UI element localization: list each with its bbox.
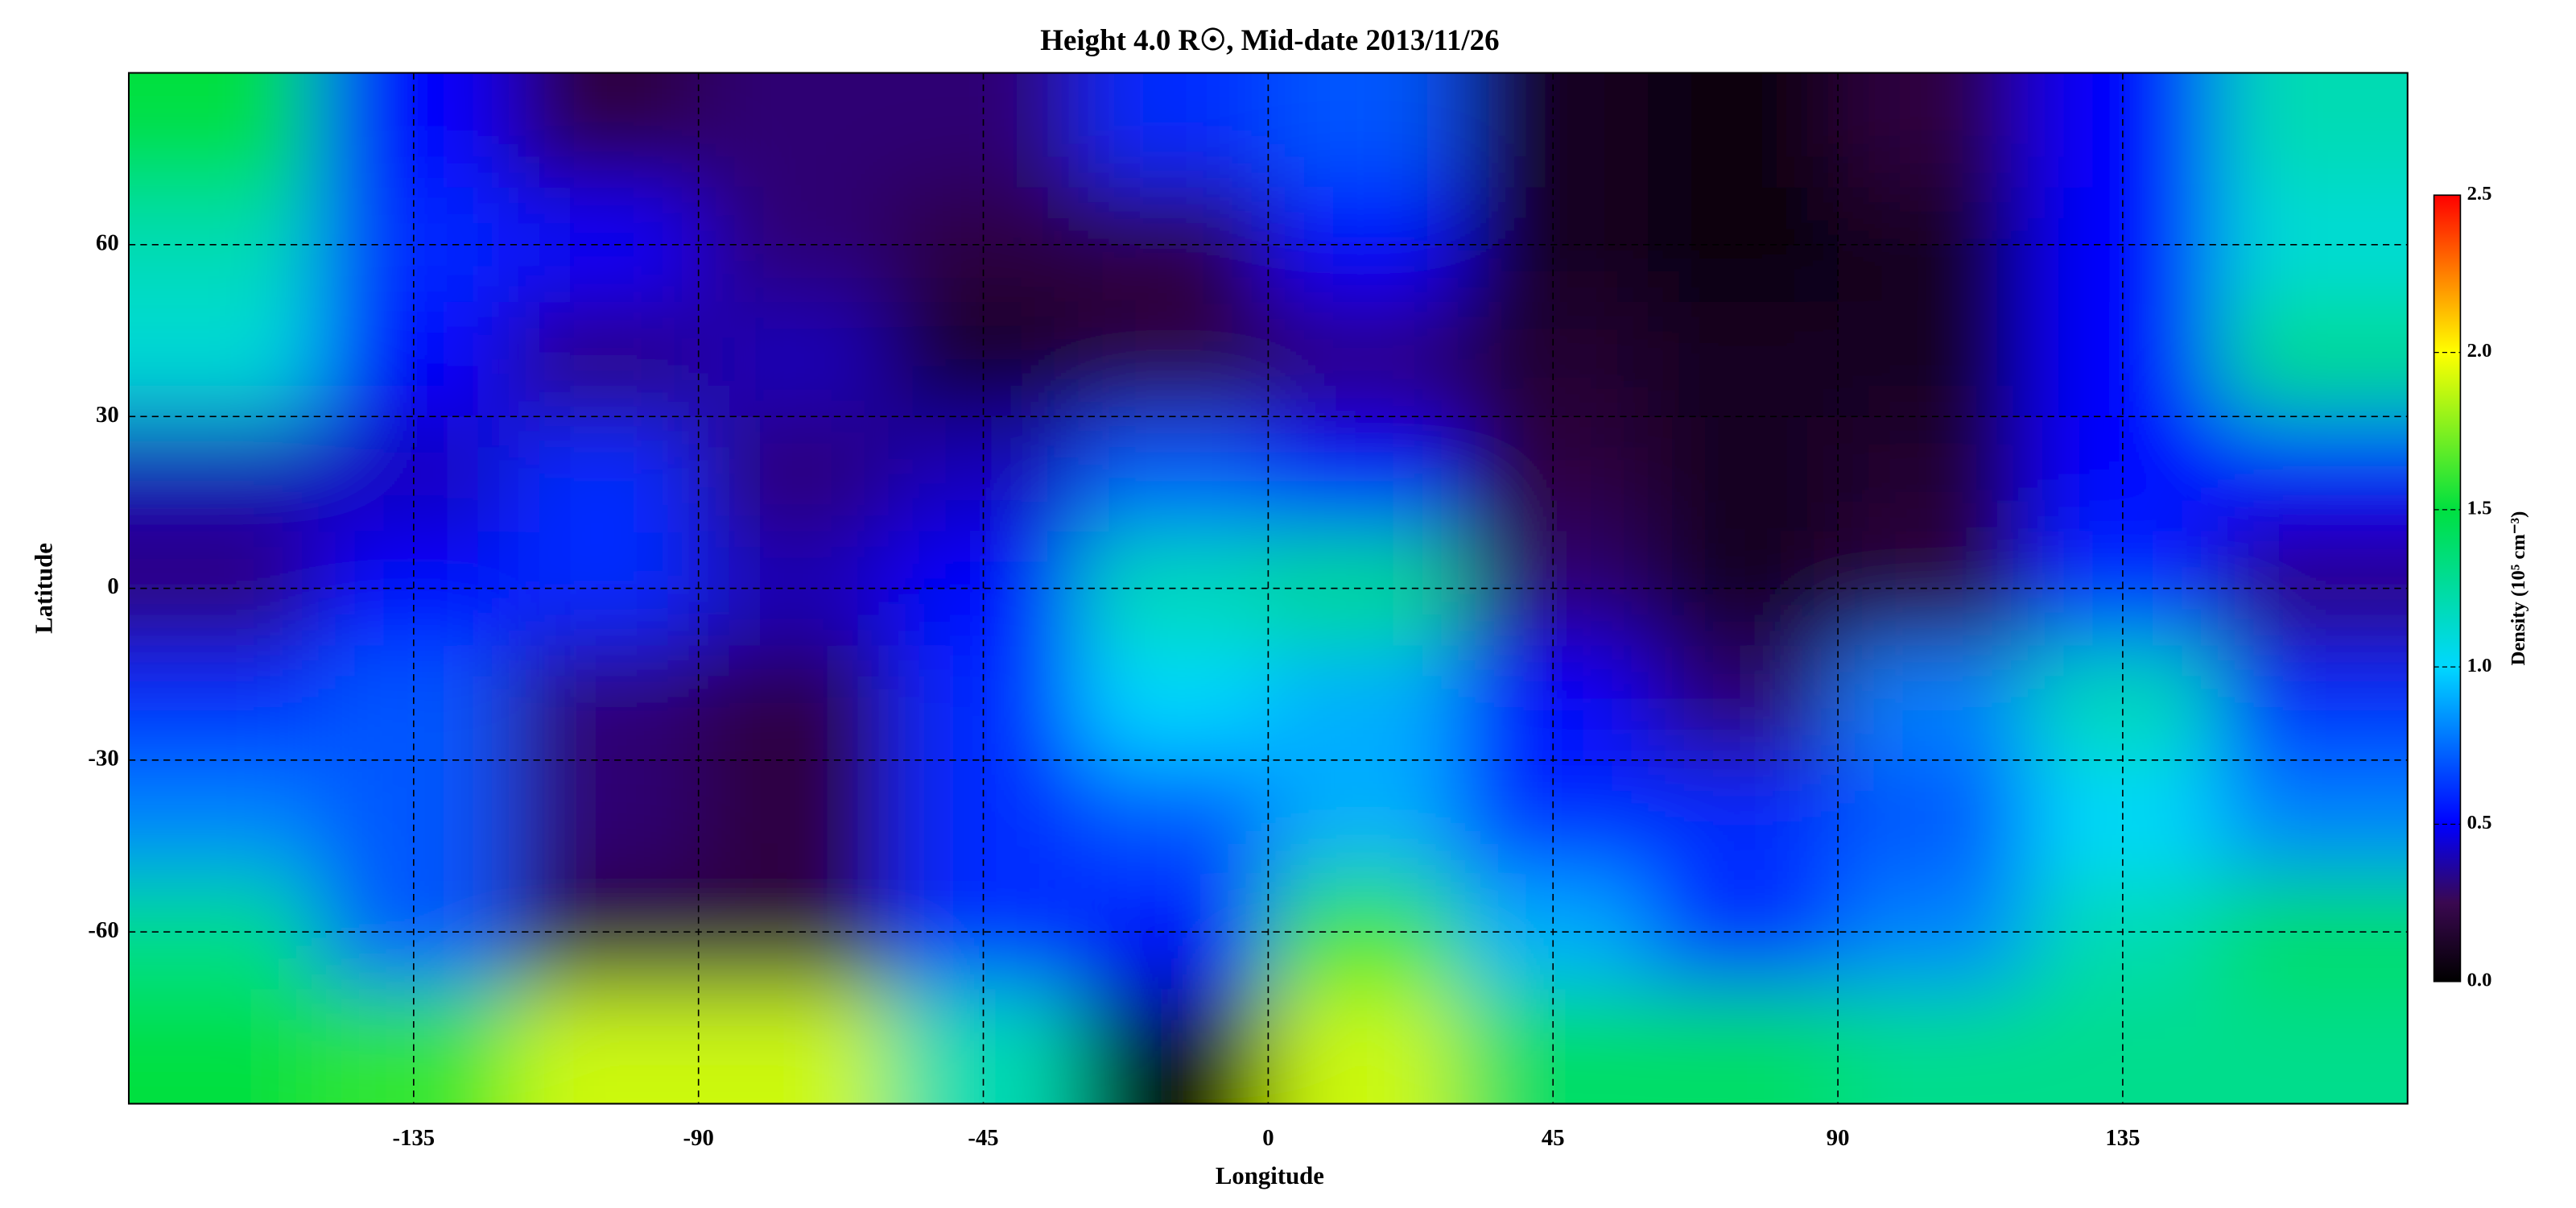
y-axis-label: Latitude — [30, 543, 57, 634]
heatmap-cell — [698, 301, 890, 418]
heatmap-cell — [1078, 416, 1269, 532]
heatmap-cell — [508, 645, 700, 761]
chart-title: Height 4.0 R☉, Mid-date 2013/11/26 — [1040, 23, 1499, 56]
heatmap-cell — [1078, 759, 1269, 876]
heatmap-cell — [2217, 759, 2408, 876]
y-tick-label: 0 — [107, 573, 118, 599]
y-tick-label: -60 — [88, 917, 118, 943]
heatmap-cell — [1268, 416, 1459, 532]
heatmap-cell — [129, 645, 320, 761]
heatmap-cell — [1838, 301, 2029, 418]
x-tick-label: 45 — [1542, 1125, 1565, 1151]
heatmap-cell — [1648, 645, 1839, 761]
x-tick-label: -135 — [393, 1125, 436, 1151]
heatmap-cell — [1648, 759, 1839, 876]
heatmap-cell — [508, 416, 700, 532]
heatmap-cell — [129, 301, 320, 418]
heatmap-cell — [2217, 301, 2408, 418]
heatmap-cell — [698, 645, 890, 761]
heatmap-cell — [2217, 875, 2408, 991]
heatmap-cell — [129, 759, 320, 876]
x-tick-label: -90 — [683, 1125, 714, 1151]
colorbar-tick-label: 0.0 — [2467, 969, 2492, 991]
heatmap-cell — [1838, 72, 2029, 188]
x-tick-label: 0 — [1262, 1125, 1274, 1151]
colorbar-label: Density (10⁵ cm⁻³) — [2508, 511, 2529, 666]
heatmap-cell — [2217, 72, 2408, 188]
heatmap-cell — [2217, 416, 2408, 532]
heatmap-cell — [508, 301, 700, 418]
heatmap-cell — [2217, 989, 2408, 1104]
heatmap-cell — [1078, 645, 1269, 761]
heatmap-cell — [1838, 759, 2029, 876]
heatmap-cell — [698, 416, 890, 532]
heatmap-cell — [1838, 645, 2029, 761]
heatmap-cell — [1838, 416, 2029, 532]
heatmap-cell — [1838, 989, 2029, 1104]
heatmap-cell — [1078, 72, 1269, 188]
colorbar — [2433, 194, 2462, 983]
x-tick-label: 135 — [2105, 1125, 2140, 1151]
heatmap-cell — [508, 989, 700, 1104]
y-tick-label: 60 — [96, 230, 119, 255]
heatmap-cell — [1268, 989, 1459, 1104]
y-tick-label: 30 — [96, 402, 119, 428]
colorbar-tick-label: 0.5 — [2467, 812, 2492, 834]
heatmap-cell — [129, 989, 320, 1104]
heatmap-cell — [129, 72, 320, 188]
colorbar-tick-label: 1.0 — [2467, 655, 2492, 676]
heatmap-cell — [698, 72, 890, 188]
heatmap-cell — [508, 759, 700, 876]
heatmap-cell — [129, 416, 320, 532]
x-tick-label: -45 — [968, 1125, 998, 1151]
heatmap-cell — [1078, 301, 1269, 418]
x-tick-label: 90 — [1827, 1125, 1850, 1151]
heatmap-cell — [508, 72, 700, 188]
heatmap-cell — [1648, 72, 1839, 188]
heatmap-cell — [1078, 989, 1269, 1104]
heatmap-cell — [698, 989, 890, 1104]
heatmap-cell — [1268, 301, 1459, 418]
heatmap-cell — [1268, 72, 1459, 188]
colorbar-tick-label: 2.5 — [2467, 183, 2492, 205]
heatmap-cell — [2217, 645, 2408, 761]
heatmap-cell — [1648, 416, 1839, 532]
heatmap-cell — [1268, 759, 1459, 876]
heatmap-cell — [1648, 301, 1839, 418]
y-tick-label: -30 — [88, 745, 118, 771]
heatmap-cell — [698, 759, 890, 876]
heatmap-cell — [2217, 187, 2408, 303]
x-axis-label: Longitude — [1216, 1162, 1324, 1189]
colorbar-tick-label: 1.5 — [2467, 498, 2492, 519]
heatmap-cell — [1648, 989, 1839, 1104]
heatmap-cell — [1268, 645, 1459, 761]
overlay: -135 -90 -45 0 45 90 135 -60 -30 0 30 60 0.0 0.5 1.0 1.… — [88, 72, 2492, 1151]
heatmap-cell — [2217, 531, 2408, 647]
colorbar-tick-label: 2.0 — [2467, 340, 2492, 362]
